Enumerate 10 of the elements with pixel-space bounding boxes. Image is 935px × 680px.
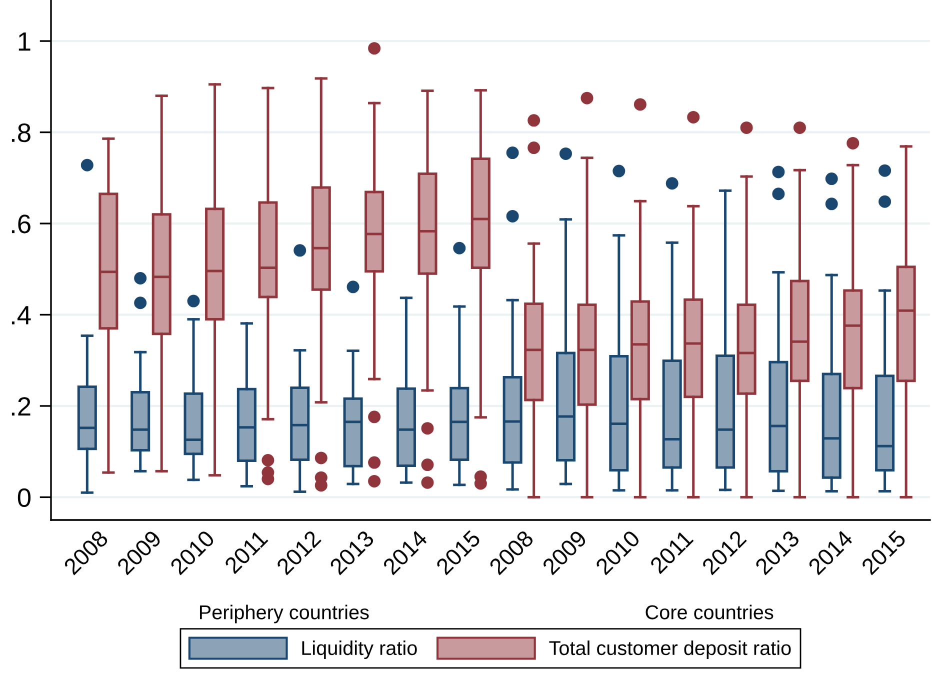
- y-tick-label: .2: [12, 397, 30, 416]
- legend-label: Liquidity ratio: [302, 640, 417, 660]
- text: Periphery countries: [200, 604, 369, 624]
- y-tick-label: 0: [18, 488, 31, 508]
- y-tick-label: .6: [12, 214, 30, 234]
- y-tick-label: .8: [12, 123, 30, 142]
- y-tick-label: .4: [12, 306, 31, 324]
- y-tick-label: 1: [18, 32, 30, 51]
- text: Core countries: [646, 604, 774, 620]
- legend-label: Total customer deposit ratio: [549, 640, 791, 660]
